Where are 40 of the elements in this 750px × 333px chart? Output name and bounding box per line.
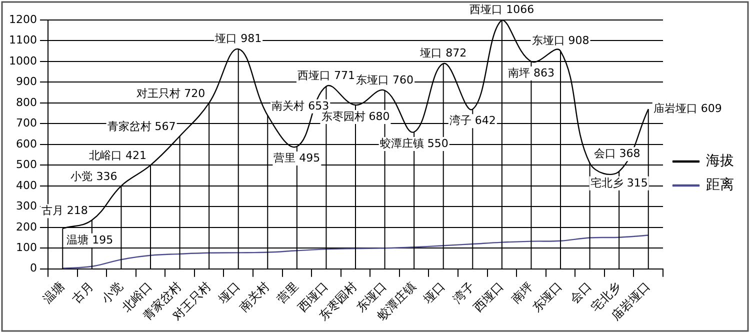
y-tick-label: 1200 (8, 12, 37, 26)
text: 西垭口 1066 (470, 2, 534, 16)
y-tick-label: 900 (16, 75, 37, 88)
y-tick-label: 200 (16, 220, 37, 234)
x-tick-label: 温塘 (40, 279, 67, 306)
legend-label: 海拔 (706, 153, 734, 170)
annotation: 营里 495 (274, 151, 320, 164)
legend-label: 距离 (706, 177, 734, 194)
annotation: 东枣园村 680 (321, 110, 390, 123)
x-tick-label: 古月 (69, 279, 96, 306)
annotation: 对王只村 720 (136, 86, 206, 100)
annotation: 蛟潭庄镇 550 (380, 136, 448, 150)
annotation: 宅北乡 315 (590, 176, 648, 190)
y-tick-label: 800 (16, 96, 37, 109)
annotation: 青家岔村 567 (107, 120, 176, 133)
annotation: 北峪口 421 (89, 149, 147, 162)
y-tick-label: 0 (30, 262, 37, 275)
x-tick-label: 西垭口 (470, 279, 506, 315)
annotation: 湾子 642 (449, 114, 496, 128)
annotation: 温塘 195 (66, 233, 114, 246)
annotation: 垭口 981 (214, 32, 262, 45)
y-tick-label: 600 (16, 137, 37, 150)
y-tick-label: 300 (16, 200, 37, 213)
x-tick-label: 垭口 (420, 279, 448, 307)
annotation: 小觉 336 (70, 170, 118, 183)
y-tick-label: 500 (16, 158, 37, 172)
annotation: 庙岩垭口 609 (653, 102, 722, 116)
annotation: 垭口 872 (419, 46, 467, 60)
annotation: 会口 368 (594, 146, 640, 160)
y-tick-label: 1100 (8, 34, 37, 47)
y-tick-label: 700 (16, 116, 37, 130)
annotation: 南关村 653 (272, 99, 330, 112)
annotation: 西垭口 771 (297, 69, 355, 82)
y-tick-label: 100 (16, 240, 37, 254)
y-tick-label: 400 (16, 178, 37, 192)
annotation: 古月 218 (41, 204, 88, 217)
annotation: 东垭口 760 (356, 73, 414, 86)
annotation: 南坪 863 (508, 66, 554, 80)
annotation: 东垭口 908 (532, 34, 590, 47)
y-tick-label: 1000 (8, 54, 37, 68)
